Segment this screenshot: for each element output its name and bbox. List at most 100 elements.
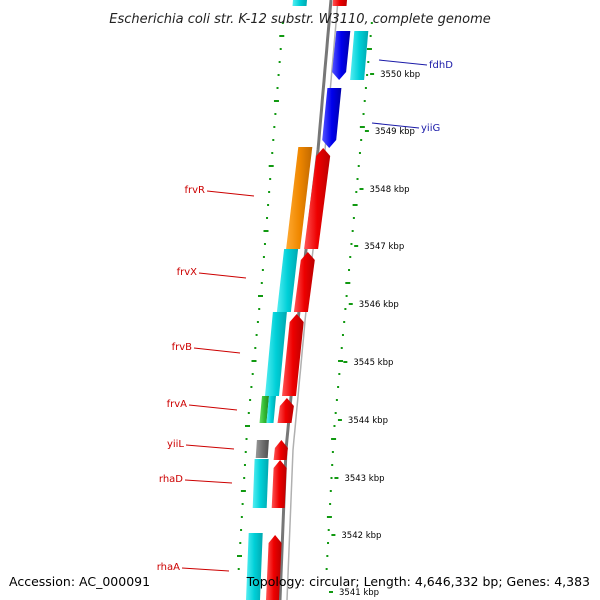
gene-labels: fdhD yiiG frvR frvX frvB frvA yiiL rhaD rhaA [157, 59, 453, 573]
cog-block-yiiL [255, 440, 269, 458]
gc-dot-right [326, 516, 332, 518]
gc-dot-right [366, 48, 372, 50]
gc-dot-right [370, 22, 373, 24]
gc-dot-right [352, 217, 355, 219]
tick-label: 3550 kbp [380, 70, 420, 80]
gc-dot-left [256, 321, 259, 323]
cds-reverse [332, 0, 347, 6]
map-title: Escherichia coli str. K-12 substr. W3110… [109, 12, 490, 27]
topology-text: Topology: circular; Length: 4,646,332 bp… [246, 574, 590, 589]
cog-block-frvX [276, 249, 299, 312]
gc-dot-left [258, 295, 263, 297]
gene-label-frvX: frvX [177, 267, 198, 278]
tick-label: 3548 kbp [369, 185, 409, 195]
gc-dot-right [333, 425, 336, 427]
gc-dot-left [268, 191, 271, 193]
cds-reverse-frvA [277, 398, 294, 423]
gc-dot-right [367, 61, 370, 63]
gc-dot-left [239, 542, 242, 544]
gc-dot-left [251, 360, 257, 362]
tick-label: 3542 kbp [341, 531, 381, 541]
gc-dot-right [356, 178, 359, 180]
tick-mark [359, 188, 364, 190]
cog-block-fdhD [350, 31, 369, 80]
gc-dot-left [243, 477, 246, 479]
cds-reverse-frvR [304, 148, 331, 249]
gc-dot-left [273, 100, 279, 102]
gc-dot-right [350, 243, 353, 245]
feature-track [246, 0, 369, 600]
tick-mark [343, 361, 348, 363]
tick-mark [334, 477, 339, 479]
gc-dot-left [278, 61, 281, 63]
gc-dot-right [334, 412, 337, 414]
gc-dot-right [329, 490, 332, 492]
cds-reverse-rhaD [271, 460, 287, 508]
gc-dot-left [268, 165, 274, 167]
gc-dot-left [263, 230, 269, 232]
gc-dot-left [281, 22, 284, 24]
gc-dot-right [327, 542, 330, 544]
gc-dot-right [348, 269, 351, 271]
gene-label-leader [184, 479, 233, 484]
tick-label: 3546 kbp [359, 300, 399, 310]
gc-content-track-right [325, 22, 373, 570]
gc-dot-right [327, 529, 330, 531]
gc-dot-left [261, 269, 264, 271]
cds-reverse-frvX [293, 252, 315, 312]
gc-dot-right [349, 256, 352, 258]
tick-label: 3543 kbp [344, 474, 384, 484]
gc-dot-left [262, 256, 265, 258]
gc-dot-right [364, 87, 367, 89]
accession-text: Accession: AC_000091 [9, 574, 150, 589]
gc-dot-right [340, 347, 343, 349]
gc-dot-left [237, 555, 242, 557]
gc-dot-right [362, 113, 365, 115]
gc-dot-right [335, 399, 338, 401]
gc-dot-right [345, 295, 348, 297]
gc-dot-left [269, 178, 272, 180]
cds-reverse-frvB [282, 314, 304, 396]
gc-dot-right [351, 230, 354, 232]
gene-label-rhaA: rhaA [157, 562, 180, 573]
kbp-ticks: 3550 kbp 3549 kbp 3548 kbp 3547 kbp 3546 kbp… [329, 70, 420, 598]
tick-mark [354, 245, 359, 247]
gene-label-leader [371, 122, 420, 129]
gc-dot-right [360, 139, 363, 141]
gene-label-frvB: frvB [172, 342, 193, 353]
gene-label-leader [193, 347, 241, 354]
gc-dot-left [244, 451, 247, 453]
cog-block [292, 0, 307, 6]
gc-dot-left [240, 529, 243, 531]
gc-dot-left [243, 464, 246, 466]
gc-dot-left [251, 373, 254, 375]
gc-dot-left [241, 503, 244, 505]
gene-label-leader [181, 567, 230, 572]
cds-reverse-rhaA [266, 535, 282, 600]
gc-dot-right [366, 74, 369, 76]
gc-dot-left [245, 425, 250, 427]
gc-dot-left [272, 139, 275, 141]
gc-dot-right [325, 568, 328, 570]
gc-dot-right [358, 152, 361, 154]
tick-mark [370, 73, 375, 75]
gc-dot-right [352, 204, 358, 206]
gc-dot-left [279, 48, 282, 50]
gc-content-track-left [237, 22, 285, 570]
gc-dot-right [331, 451, 334, 453]
gene-label-fdhD: fdhD [429, 60, 453, 71]
gc-dot-right [338, 360, 344, 362]
gene-label-yiiL: yiiL [167, 439, 184, 450]
gc-dot-right [331, 464, 334, 466]
tick-label: 3549 kbp [375, 127, 415, 137]
gene-label-leader [188, 404, 238, 411]
gc-dot-left [266, 217, 269, 219]
gc-dot-left [240, 490, 246, 492]
gc-dot-right [369, 35, 372, 37]
gc-dot-right [357, 165, 360, 167]
gc-dot-right [330, 477, 333, 479]
gc-dot-right [338, 373, 341, 375]
gc-dot-right [355, 191, 358, 193]
gc-dot-left [274, 113, 277, 115]
